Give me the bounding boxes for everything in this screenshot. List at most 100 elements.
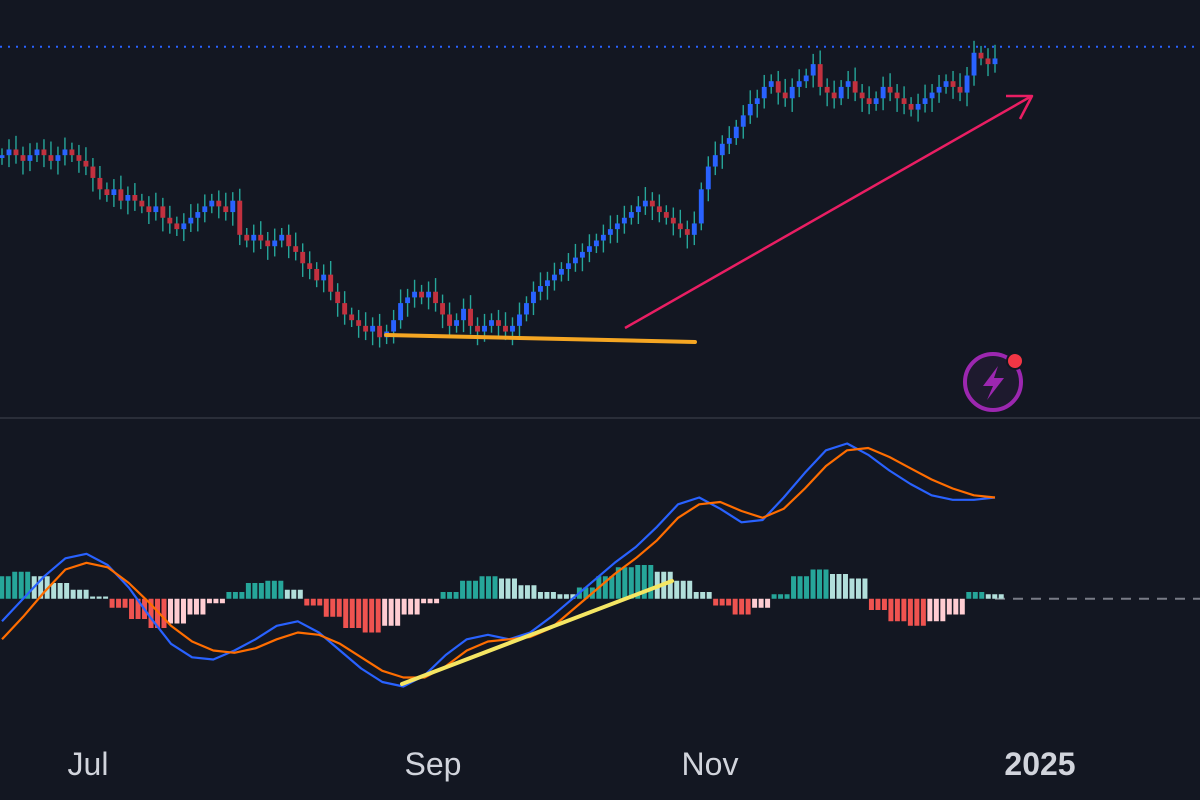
histogram-bar xyxy=(135,598,141,619)
histogram-bar xyxy=(511,578,517,599)
candle-body xyxy=(69,149,75,156)
candle-body xyxy=(817,64,823,87)
candle-body xyxy=(545,280,550,287)
histogram-bar xyxy=(310,598,316,606)
candle-body xyxy=(754,98,760,104)
candle-body xyxy=(328,274,334,292)
histogram-bar xyxy=(505,578,511,599)
histogram-bar xyxy=(38,576,44,599)
histogram-bar xyxy=(765,598,771,608)
candle-body xyxy=(607,229,613,235)
candle-body xyxy=(160,206,166,218)
indicator-panel[interactable] xyxy=(0,442,1200,688)
histogram-bar xyxy=(122,598,128,608)
candle-body xyxy=(726,138,732,144)
histogram-bar xyxy=(408,598,414,615)
histogram-bar xyxy=(920,598,926,626)
candle-body xyxy=(761,86,767,99)
candle-body xyxy=(223,206,229,213)
histogram-bar xyxy=(739,598,745,615)
candle-body xyxy=(656,206,662,213)
histogram-bar xyxy=(979,592,985,599)
histogram-bar xyxy=(232,592,238,599)
lightning-icon[interactable] xyxy=(963,352,1024,412)
candle-body xyxy=(230,200,236,213)
candle-body xyxy=(614,223,620,230)
candle-body xyxy=(6,149,12,156)
candle-body xyxy=(118,189,124,201)
histogram-bar xyxy=(804,576,810,599)
price-panel[interactable] xyxy=(0,40,1200,348)
candle-body xyxy=(398,303,404,321)
candle-body xyxy=(551,274,557,281)
candle-body xyxy=(985,58,991,65)
histogram-bar xyxy=(57,583,63,599)
histogram-bar xyxy=(602,576,608,599)
histogram-bar xyxy=(473,580,479,599)
histogram-bar xyxy=(862,578,868,599)
candle-body xyxy=(83,160,89,167)
histogram-bar xyxy=(70,589,76,599)
candle-body xyxy=(733,126,739,139)
histogram-bar xyxy=(615,567,621,599)
candle-body xyxy=(538,286,543,292)
histogram-bar xyxy=(193,598,199,615)
candle-body xyxy=(684,229,690,235)
histogram-bar xyxy=(966,592,972,599)
candle-body xyxy=(831,92,837,99)
histogram-bar xyxy=(998,594,1004,599)
candle-body xyxy=(957,86,963,93)
candle-body xyxy=(579,251,585,258)
candle-body xyxy=(167,217,173,224)
histogram-bar xyxy=(894,598,900,622)
candle-body xyxy=(48,155,54,161)
candle-body xyxy=(503,325,508,332)
trend-arrowhead xyxy=(1006,94,1034,120)
histogram-bar xyxy=(83,589,89,599)
histogram-bar xyxy=(868,598,874,610)
histogram-bar xyxy=(369,598,375,633)
histogram-bar xyxy=(693,592,699,599)
drawing-annotations[interactable] xyxy=(384,94,1034,686)
candle-body xyxy=(27,155,33,161)
candle-body xyxy=(454,320,459,326)
candle-body xyxy=(558,268,564,275)
histogram-bar xyxy=(278,580,284,599)
histogram-bar xyxy=(972,592,978,599)
candle-body xyxy=(251,234,257,241)
histogram-bar xyxy=(609,576,615,599)
histogram-bar xyxy=(239,592,245,599)
histogram-bar xyxy=(771,594,777,599)
histogram-bar xyxy=(914,598,920,626)
candle-body xyxy=(978,52,984,59)
histogram-bar xyxy=(180,598,186,624)
histogram-bar xyxy=(888,598,894,622)
histogram-bar xyxy=(466,580,472,599)
histogram-bar xyxy=(732,598,738,615)
histogram-bar xyxy=(460,580,466,599)
histogram-bar xyxy=(823,569,829,599)
support-line xyxy=(384,333,697,344)
trend-arrow-line xyxy=(624,95,1031,330)
histogram-bar xyxy=(12,571,18,599)
histogram-bar xyxy=(836,574,842,599)
candle-body xyxy=(370,325,376,332)
histogram-bar xyxy=(245,583,251,599)
candle-body xyxy=(321,274,327,281)
candle-body xyxy=(649,200,655,207)
histogram-bar xyxy=(784,594,790,599)
candle-body xyxy=(908,103,914,110)
candle-body xyxy=(139,200,145,207)
candle-body xyxy=(62,149,68,156)
candle-body xyxy=(677,223,683,230)
histogram-bar xyxy=(531,585,537,599)
candle-body xyxy=(593,240,599,247)
candle-body xyxy=(146,206,152,213)
histogram-bar xyxy=(881,598,887,610)
macd-line xyxy=(1,442,996,688)
histogram-bar xyxy=(940,598,946,622)
candle-body xyxy=(356,320,362,326)
candle-body xyxy=(237,200,243,235)
candle-body xyxy=(510,325,515,332)
